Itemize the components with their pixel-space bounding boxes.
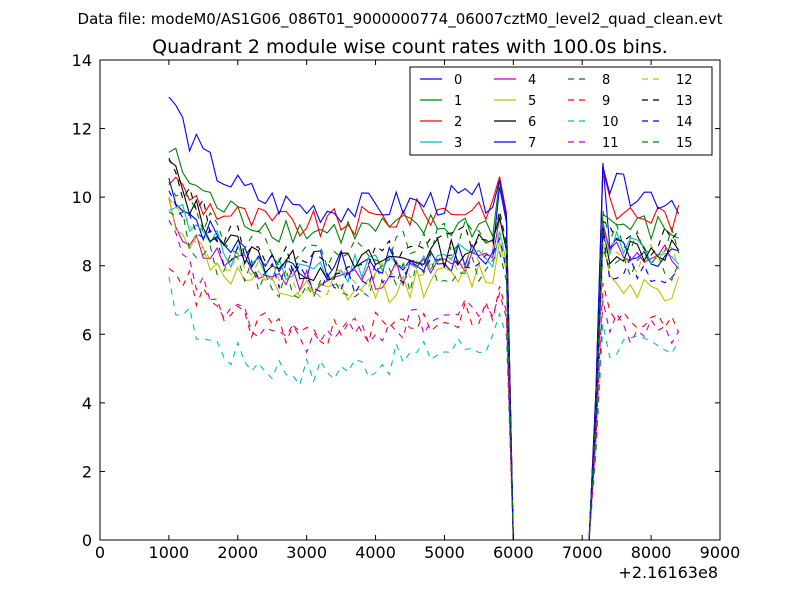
x-tick-label: 3000 [286,543,327,562]
legend-label-13: 13 [676,94,693,109]
legend-label-14: 14 [676,115,693,130]
x-tick-label: 9000 [700,543,741,562]
legend-label-2: 2 [454,115,462,130]
legend-box [409,66,713,156]
x-tick-label: 5000 [424,543,465,562]
legend-label-12: 12 [676,73,693,88]
x-tick-label: 8000 [631,543,672,562]
legend-label-8: 8 [602,73,610,88]
y-tick-label: 10 [72,188,92,207]
y-tick-label: 0 [82,531,92,550]
legend-label-0: 0 [454,73,462,88]
legend-label-6: 6 [528,115,536,130]
legend-label-10: 10 [602,115,619,130]
axes-layer: 0 1000 2000 3000 4000 5000 6000 7000 8000 9000 0 2 4… [72,51,741,562]
x-tick-label: 4000 [355,543,396,562]
chart-title: Quadrant 2 module wise count rates with … [152,36,668,58]
series-line-9 [168,267,680,541]
legend-label-3: 3 [454,136,462,151]
x-offset-label: +2.16163e8 [618,563,718,582]
legend-label-7: 7 [528,136,536,151]
series-line-8 [168,210,680,541]
legend-label-11: 11 [602,136,619,151]
plot-frame [99,59,721,541]
legend-label-9: 9 [602,94,610,109]
figure-suptitle: Data file: modeM0/AS1G06_086T01_90000007… [78,10,723,29]
series-line-15 [168,181,680,541]
x-tick-label: 1000 [149,543,190,562]
y-tick-label: 14 [72,51,92,70]
series-line-12 [168,197,680,541]
y-tick-label: 8 [82,257,92,276]
y-tick-label: 12 [72,120,92,139]
series-layer [168,96,680,541]
y-tick-label: 6 [82,325,92,344]
legend-label-4: 4 [528,73,536,88]
x-tick-label: 7000 [562,543,603,562]
x-tick-label: 2000 [217,543,258,562]
x-tick-label: 6000 [493,543,534,562]
series-line-11 [168,219,680,541]
legend-label-5: 5 [528,94,536,109]
x-tick-label: 0 [95,543,105,562]
legend-label-1: 1 [454,94,462,109]
y-tick-label: 2 [82,462,92,481]
y-tick-label: 4 [82,394,92,413]
legend-label-15: 15 [676,136,693,151]
series-line-7 [168,96,680,541]
